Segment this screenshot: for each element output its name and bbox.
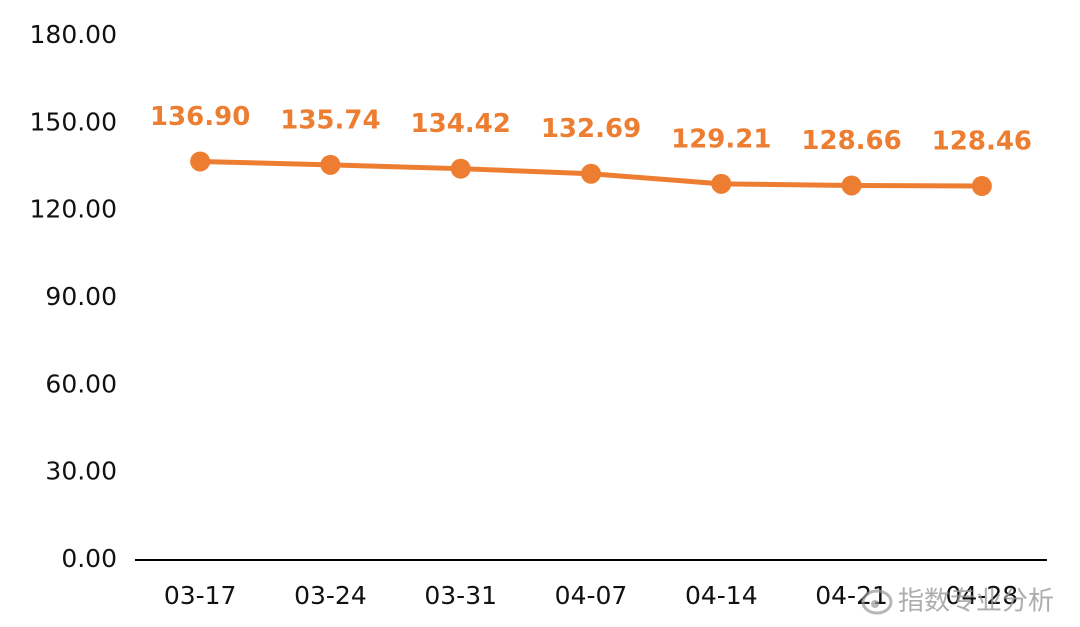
value-label: 128.66	[801, 126, 901, 156]
y-tick-label: 150.00	[30, 107, 117, 136]
point	[841, 175, 862, 196]
y-tick-label: 120.00	[30, 195, 117, 224]
x-tick-label: 03-31	[424, 581, 497, 610]
watermark-icon	[861, 589, 893, 615]
watermark: 指数专业分析	[898, 587, 1054, 617]
value-label: 136.90	[150, 102, 250, 132]
point	[190, 151, 211, 172]
x-tick-label: 04-14	[685, 581, 758, 610]
x-tick-label: 03-17	[164, 581, 237, 610]
x-tick-label: 04-07	[555, 581, 628, 610]
value-label: 135.74	[280, 105, 380, 135]
y-tick-label: 60.00	[45, 369, 117, 398]
point	[581, 163, 601, 184]
value-label: 132.69	[541, 114, 641, 144]
y-tick-label: 90.00	[45, 282, 117, 311]
point	[711, 173, 732, 194]
point	[971, 176, 992, 197]
value-label: 128.46	[932, 127, 1032, 157]
value-label: 129.21	[671, 124, 771, 154]
point	[450, 158, 471, 179]
y-tick-label: 0.00	[61, 544, 117, 573]
x-tick-label: 04-28	[946, 581, 1019, 610]
x-tick-label: 03-24	[294, 581, 367, 610]
y-tick-label: 180.00	[30, 20, 117, 49]
value-label: 134.42	[411, 109, 511, 139]
point	[320, 154, 341, 175]
y-tick-label: 30.00	[45, 457, 117, 486]
